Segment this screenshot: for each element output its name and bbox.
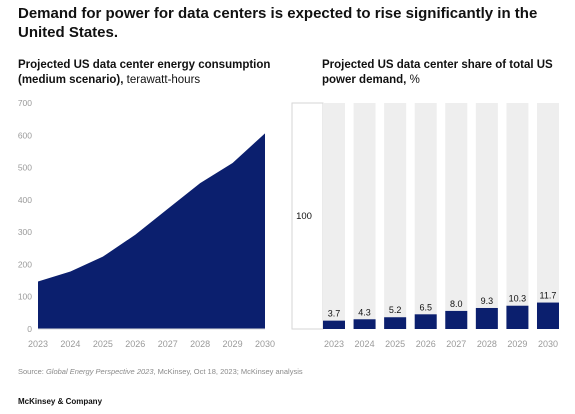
share-bar bbox=[536, 302, 559, 329]
y-tick-label: 400 bbox=[18, 195, 32, 205]
share-chart-unit: % bbox=[409, 74, 420, 86]
energy-chart-title-text: Projected US data center energy consumpt… bbox=[18, 59, 271, 86]
x-tick-label: 2023 bbox=[28, 339, 48, 349]
share-bar bbox=[384, 317, 407, 329]
x-tick-label: 2025 bbox=[385, 339, 405, 349]
bar-value-label: 3.7 bbox=[328, 309, 341, 319]
y-tick-label: 500 bbox=[18, 163, 32, 173]
share-bar bbox=[475, 307, 498, 329]
energy-chart-unit: terawatt-hours bbox=[126, 74, 201, 86]
x-tick-label: 2026 bbox=[125, 339, 145, 349]
share-chart-title-text: Projected US data center share of total … bbox=[322, 59, 553, 86]
y-tick-label: 200 bbox=[18, 259, 32, 269]
bar-track bbox=[445, 103, 468, 329]
share-bar bbox=[323, 320, 345, 329]
y-tick-label: 600 bbox=[18, 130, 32, 140]
bar-value-label: 10.3 bbox=[509, 294, 527, 304]
source-note: Source: Global Energy Perspective 2023, … bbox=[18, 367, 303, 376]
bar-track bbox=[353, 103, 376, 329]
x-tick-label: 2029 bbox=[507, 339, 527, 349]
headline: Demand for power for data centers is exp… bbox=[18, 5, 538, 41]
energy-area-series bbox=[38, 133, 265, 329]
x-tick-label: 2028 bbox=[477, 339, 497, 349]
x-tick-label: 2024 bbox=[355, 339, 375, 349]
bar-track bbox=[536, 103, 559, 329]
x-tick-label: 2026 bbox=[416, 339, 436, 349]
x-tick-label: 2023 bbox=[324, 339, 344, 349]
x-tick-label: 2030 bbox=[538, 339, 558, 349]
x-tick-label: 2024 bbox=[60, 339, 80, 349]
bar-track bbox=[323, 103, 345, 329]
bar-value-label: 8.0 bbox=[450, 299, 463, 309]
y-tick-label: 0 bbox=[27, 324, 32, 334]
bar-value-label: 4.3 bbox=[358, 307, 371, 317]
x-tick-label: 2027 bbox=[446, 339, 466, 349]
share-bar bbox=[353, 319, 376, 329]
y-tick-label: 700 bbox=[18, 98, 32, 108]
x-tick-label: 2030 bbox=[255, 339, 275, 349]
reference-100-label: 100 bbox=[296, 211, 312, 222]
bar-value-label: 5.2 bbox=[389, 305, 402, 315]
x-tick-label: 2029 bbox=[223, 339, 243, 349]
bar-value-label: 6.5 bbox=[419, 302, 432, 312]
source-publication: Global Energy Perspective 2023 bbox=[45, 367, 154, 376]
bar-track bbox=[384, 103, 407, 329]
x-tick-label: 2025 bbox=[93, 339, 113, 349]
bar-value-label: 11.7 bbox=[540, 291, 557, 301]
source-prefix: Source: bbox=[18, 367, 46, 376]
share-chart-title: Projected US data center share of total … bbox=[322, 58, 562, 88]
bar-track bbox=[475, 103, 498, 329]
bar-value-label: 9.3 bbox=[481, 296, 494, 306]
bar-track bbox=[506, 103, 529, 329]
x-tick-label: 2028 bbox=[190, 339, 210, 349]
bar-track bbox=[414, 103, 437, 329]
y-tick-label: 100 bbox=[18, 292, 32, 302]
share-bar bbox=[414, 314, 437, 329]
x-tick-label: 2027 bbox=[158, 339, 178, 349]
source-detail: , McKinsey, Oct 18, 2023; McKinsey analy… bbox=[153, 367, 303, 376]
share-bar bbox=[506, 305, 529, 329]
energy-chart-title: Projected US data center energy consumpt… bbox=[18, 58, 288, 88]
footer-brand: McKinsey & Company bbox=[18, 397, 103, 406]
share-bar bbox=[445, 310, 468, 329]
y-tick-label: 300 bbox=[18, 227, 32, 237]
